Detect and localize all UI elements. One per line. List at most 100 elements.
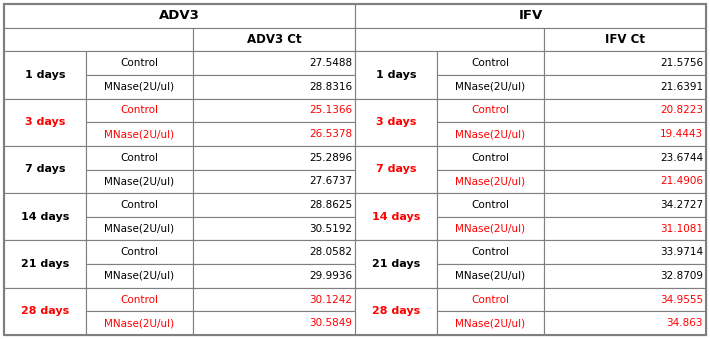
Text: Control: Control [471, 200, 510, 210]
Text: 28.8316: 28.8316 [309, 82, 352, 92]
Text: Control: Control [471, 295, 510, 304]
Text: 21 days: 21 days [21, 259, 69, 269]
Bar [544, 311, 706, 335]
Text: 23.6744: 23.6744 [660, 153, 703, 163]
Bar [86, 75, 193, 99]
Text: Control: Control [121, 153, 158, 163]
Bar [437, 193, 544, 217]
Bar [4, 28, 193, 51]
Bar [437, 264, 544, 288]
Text: Control: Control [121, 247, 158, 257]
Bar [355, 288, 437, 335]
Text: 1 days: 1 days [25, 70, 65, 80]
Text: MNase(2U/ul): MNase(2U/ul) [104, 271, 175, 281]
Bar [193, 28, 355, 51]
Bar [437, 122, 544, 146]
Text: 7 days: 7 days [25, 164, 65, 175]
Text: 27.6737: 27.6737 [309, 176, 352, 186]
Text: 30.5849: 30.5849 [309, 318, 352, 328]
Bar [4, 51, 86, 99]
Bar [437, 170, 544, 193]
Bar [86, 288, 193, 311]
Text: MNase(2U/ul): MNase(2U/ul) [455, 318, 525, 328]
Bar [193, 51, 355, 75]
Bar [544, 99, 706, 122]
Bar [86, 99, 193, 122]
Bar [437, 311, 544, 335]
Bar [193, 170, 355, 193]
Text: 31.1081: 31.1081 [660, 224, 703, 234]
Bar [193, 288, 355, 311]
Text: Control: Control [121, 58, 158, 68]
Bar [193, 75, 355, 99]
Text: MNase(2U/ul): MNase(2U/ul) [104, 176, 175, 186]
Bar [4, 240, 86, 288]
Bar [355, 146, 437, 193]
Text: MNase(2U/ul): MNase(2U/ul) [455, 176, 525, 186]
Text: 28.0582: 28.0582 [309, 247, 352, 257]
Bar [193, 146, 355, 170]
Bar [355, 193, 437, 240]
Bar [544, 288, 706, 311]
Bar [86, 311, 193, 335]
Bar [544, 28, 706, 51]
Text: 27.5488: 27.5488 [309, 58, 352, 68]
Text: 21.6391: 21.6391 [660, 82, 703, 92]
Bar [86, 122, 193, 146]
Bar [193, 240, 355, 264]
Text: Control: Control [471, 105, 510, 115]
Bar [544, 240, 706, 264]
Text: 14 days: 14 days [21, 212, 69, 222]
Text: MNase(2U/ul): MNase(2U/ul) [104, 318, 175, 328]
Text: IFV Ct: IFV Ct [605, 33, 645, 46]
Text: MNase(2U/ul): MNase(2U/ul) [455, 224, 525, 234]
Bar [437, 99, 544, 122]
Bar [193, 122, 355, 146]
Text: ADV3 Ct: ADV3 Ct [246, 33, 301, 46]
Bar [86, 51, 193, 75]
Text: 33.9714: 33.9714 [660, 247, 703, 257]
Bar [4, 193, 86, 240]
Bar [4, 288, 86, 335]
Text: 34.9555: 34.9555 [660, 295, 703, 304]
Bar [437, 75, 544, 99]
Text: IFV: IFV [518, 9, 542, 22]
Bar [86, 264, 193, 288]
Text: Control: Control [121, 200, 158, 210]
Bar [544, 146, 706, 170]
Bar [544, 51, 706, 75]
Text: MNase(2U/ul): MNase(2U/ul) [455, 271, 525, 281]
Bar [193, 311, 355, 335]
Text: 21 days: 21 days [372, 259, 420, 269]
Bar [437, 217, 544, 240]
Bar [193, 99, 355, 122]
Text: Control: Control [471, 153, 510, 163]
Bar [544, 193, 706, 217]
Text: 30.5192: 30.5192 [309, 224, 352, 234]
Text: 26.5378: 26.5378 [309, 129, 352, 139]
Bar [86, 146, 193, 170]
Bar [86, 170, 193, 193]
Bar [437, 240, 544, 264]
Bar [355, 51, 437, 99]
Text: 20.8223: 20.8223 [660, 105, 703, 115]
Bar [544, 170, 706, 193]
Bar [4, 4, 355, 28]
Text: 28 days: 28 days [372, 306, 420, 316]
Text: 29.9936: 29.9936 [309, 271, 352, 281]
Bar [193, 217, 355, 240]
Text: Control: Control [121, 105, 158, 115]
Bar [4, 146, 86, 193]
Bar [86, 193, 193, 217]
Text: Control: Control [121, 295, 158, 304]
Bar [86, 240, 193, 264]
Text: 32.8709: 32.8709 [660, 271, 703, 281]
Text: MNase(2U/ul): MNase(2U/ul) [104, 82, 175, 92]
Text: MNase(2U/ul): MNase(2U/ul) [104, 129, 175, 139]
Text: 3 days: 3 days [376, 117, 416, 127]
Bar [355, 240, 437, 288]
Bar [437, 51, 544, 75]
Text: 25.2896: 25.2896 [309, 153, 352, 163]
Text: Control: Control [471, 58, 510, 68]
Bar [193, 193, 355, 217]
